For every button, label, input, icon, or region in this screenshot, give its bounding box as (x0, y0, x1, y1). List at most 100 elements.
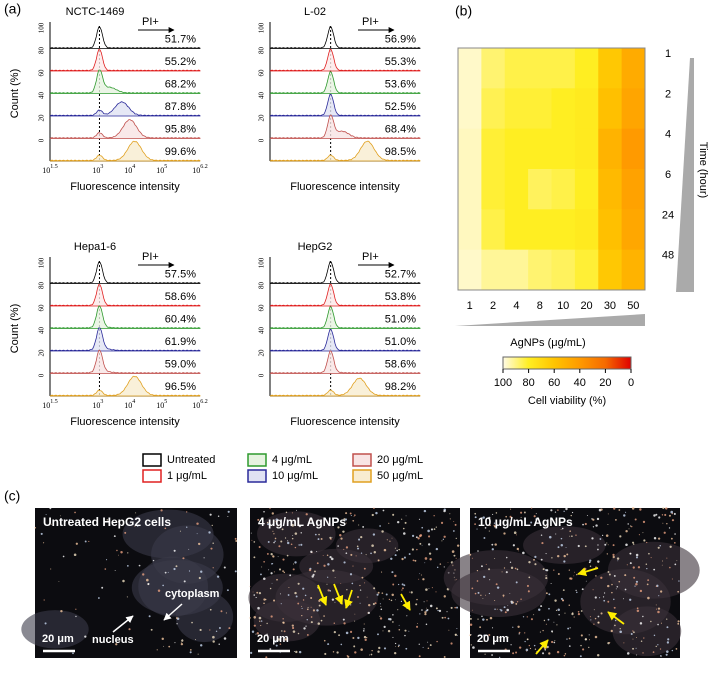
particle (600, 612, 603, 615)
particle (364, 582, 366, 584)
particle (443, 655, 446, 658)
row-label: 6 (665, 169, 671, 181)
particle (518, 631, 521, 634)
particle (401, 583, 404, 586)
particle (673, 541, 676, 544)
particle (541, 542, 544, 545)
particle (357, 596, 359, 598)
particle (377, 633, 379, 636)
legend-label: 4 μg/mL (272, 454, 312, 466)
particle (326, 554, 329, 557)
particle (553, 621, 555, 623)
heatmap-cell (598, 88, 623, 130)
particle (474, 523, 476, 525)
particle (608, 573, 611, 576)
particle (127, 552, 129, 554)
particle (392, 621, 394, 623)
particle (317, 622, 321, 625)
x-tick-label: 104 (124, 164, 135, 174)
highlight-arrow (333, 583, 344, 605)
heatmap-cell (528, 169, 552, 210)
particle (632, 638, 634, 640)
particle (122, 579, 125, 583)
particle (349, 630, 353, 633)
heatmap-cell (528, 88, 552, 130)
particle (377, 591, 380, 594)
tick-base: 10 (192, 166, 200, 175)
particle (371, 649, 373, 652)
particle (253, 616, 257, 619)
particle (496, 586, 500, 589)
particle (256, 632, 259, 635)
percentage: 51.0% (385, 336, 416, 348)
particle (267, 540, 270, 543)
particle (356, 545, 359, 548)
particle (253, 624, 256, 627)
particle (518, 550, 519, 552)
heatmap-cell (574, 88, 599, 130)
particle (637, 566, 641, 569)
particle (415, 603, 418, 606)
y-tick-label: 60 (38, 304, 46, 312)
particle (392, 513, 395, 516)
colorbar-tick-label: 40 (574, 377, 586, 389)
particle (481, 615, 483, 618)
particle (609, 642, 611, 644)
y-tick-label: 40 (258, 92, 266, 100)
particle (636, 607, 639, 610)
particle (398, 628, 401, 631)
particle (327, 589, 330, 592)
particle (664, 513, 667, 517)
particle (571, 511, 574, 514)
particle (657, 610, 660, 614)
particle (263, 577, 266, 581)
particle (150, 628, 153, 631)
particle (642, 520, 646, 524)
particle (623, 642, 625, 644)
particle (612, 553, 615, 557)
particle (618, 509, 621, 511)
particle (454, 523, 457, 526)
particle (124, 531, 127, 534)
particle (337, 520, 339, 522)
heatmap-cell (528, 128, 552, 170)
particle (218, 643, 220, 645)
particle (657, 537, 661, 540)
particle (569, 627, 571, 629)
histogram (49, 261, 201, 284)
histogram (269, 140, 421, 162)
particle (511, 602, 513, 605)
particle (337, 526, 340, 529)
highlight-arrow (344, 589, 353, 609)
particle (362, 630, 365, 632)
particle (418, 534, 422, 538)
particle (441, 540, 443, 542)
image-title: 4 μg/mL AgNPs (258, 515, 346, 529)
particle (416, 622, 418, 624)
time-wedge (676, 58, 694, 292)
heatmap-cell (598, 48, 623, 89)
particle (518, 633, 520, 635)
particle (652, 651, 655, 653)
particle (302, 587, 305, 590)
highlight-arrow (400, 593, 411, 611)
dose-wedge (455, 314, 645, 326)
particle (480, 594, 482, 596)
particle (283, 630, 286, 633)
particle (597, 561, 599, 563)
particle (385, 593, 388, 596)
particle (613, 598, 615, 601)
tick-exp: 1.5 (50, 164, 58, 170)
particle (105, 559, 108, 561)
particle (518, 646, 522, 649)
particle (270, 615, 273, 618)
particle (530, 618, 533, 621)
particle (278, 568, 282, 571)
particle (483, 640, 485, 642)
particle (354, 651, 357, 654)
particle (545, 577, 548, 580)
particle (208, 531, 211, 534)
particle (428, 588, 430, 590)
particle (565, 507, 568, 511)
particle (320, 537, 323, 540)
